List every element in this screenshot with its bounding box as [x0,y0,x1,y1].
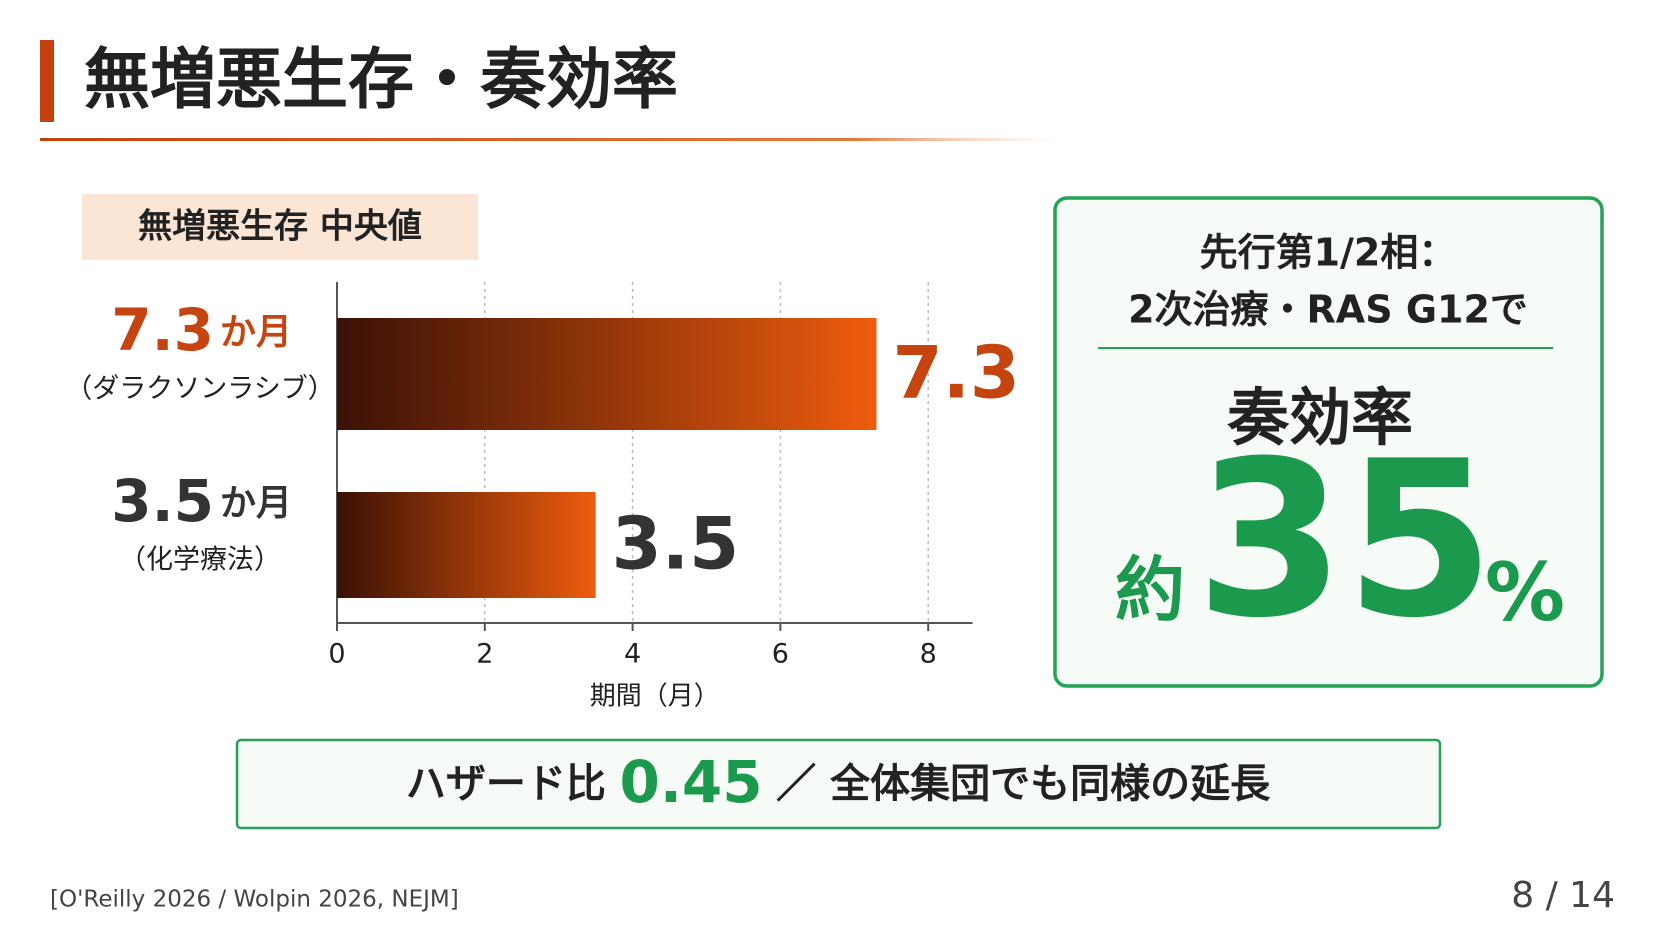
banner-note: ／ 全体集団でも同様の延長 [776,761,1271,807]
response-card [1053,196,1604,688]
bar [337,318,877,430]
category-value: 7.3 か月 [111,296,292,364]
citation: [O'Reilly 2026 / Wolpin 2026, NEJM] [50,887,459,913]
banner-label: ハザード比 [406,761,606,807]
x-tick-label: 4 [624,639,641,670]
card-line: 先行第1/2相： [1200,231,1457,275]
card-label: 奏効率 [1227,381,1413,454]
category-label: （ダラクソンラシブ） [65,374,334,405]
bar [337,492,596,598]
banner [235,738,1442,830]
card-unit: % [1485,546,1565,639]
banner-text: ハザード比 0.45 ／ 全体集団でも同様の延長 [406,748,1271,816]
x-tick-label: 6 [772,639,789,670]
slide-title: 無増悪生存・奏効率 [84,41,678,118]
x-tick-label: 2 [476,639,493,670]
card-value: 35 [1195,414,1494,665]
subtitle-badge [82,194,478,260]
category-unit: か月 [220,312,292,353]
title-accent [40,40,54,122]
card-line: 2次治療・RAS G12で [1128,288,1528,332]
card-prefix: 約 [1115,549,1185,631]
x-tick-label: 8 [920,639,937,670]
data-label: 7.3 [892,331,1020,415]
category-number: 3.5 [111,467,214,535]
category-number: 7.3 [111,296,214,364]
x-tick-label: 0 [328,639,345,670]
page-number: 8 / 14 [1511,875,1615,916]
title-underline [40,138,1060,141]
category-value: 3.5 か月 [111,467,292,535]
banner-value: 0.45 [619,748,762,816]
category-label: （化学療法） [119,545,281,576]
category-unit: か月 [220,483,292,524]
chart-subtitle: 無増悪生存 中央値 [138,207,422,247]
x-axis-title: 期間（月） [590,682,720,712]
data-label: 3.5 [612,502,740,586]
